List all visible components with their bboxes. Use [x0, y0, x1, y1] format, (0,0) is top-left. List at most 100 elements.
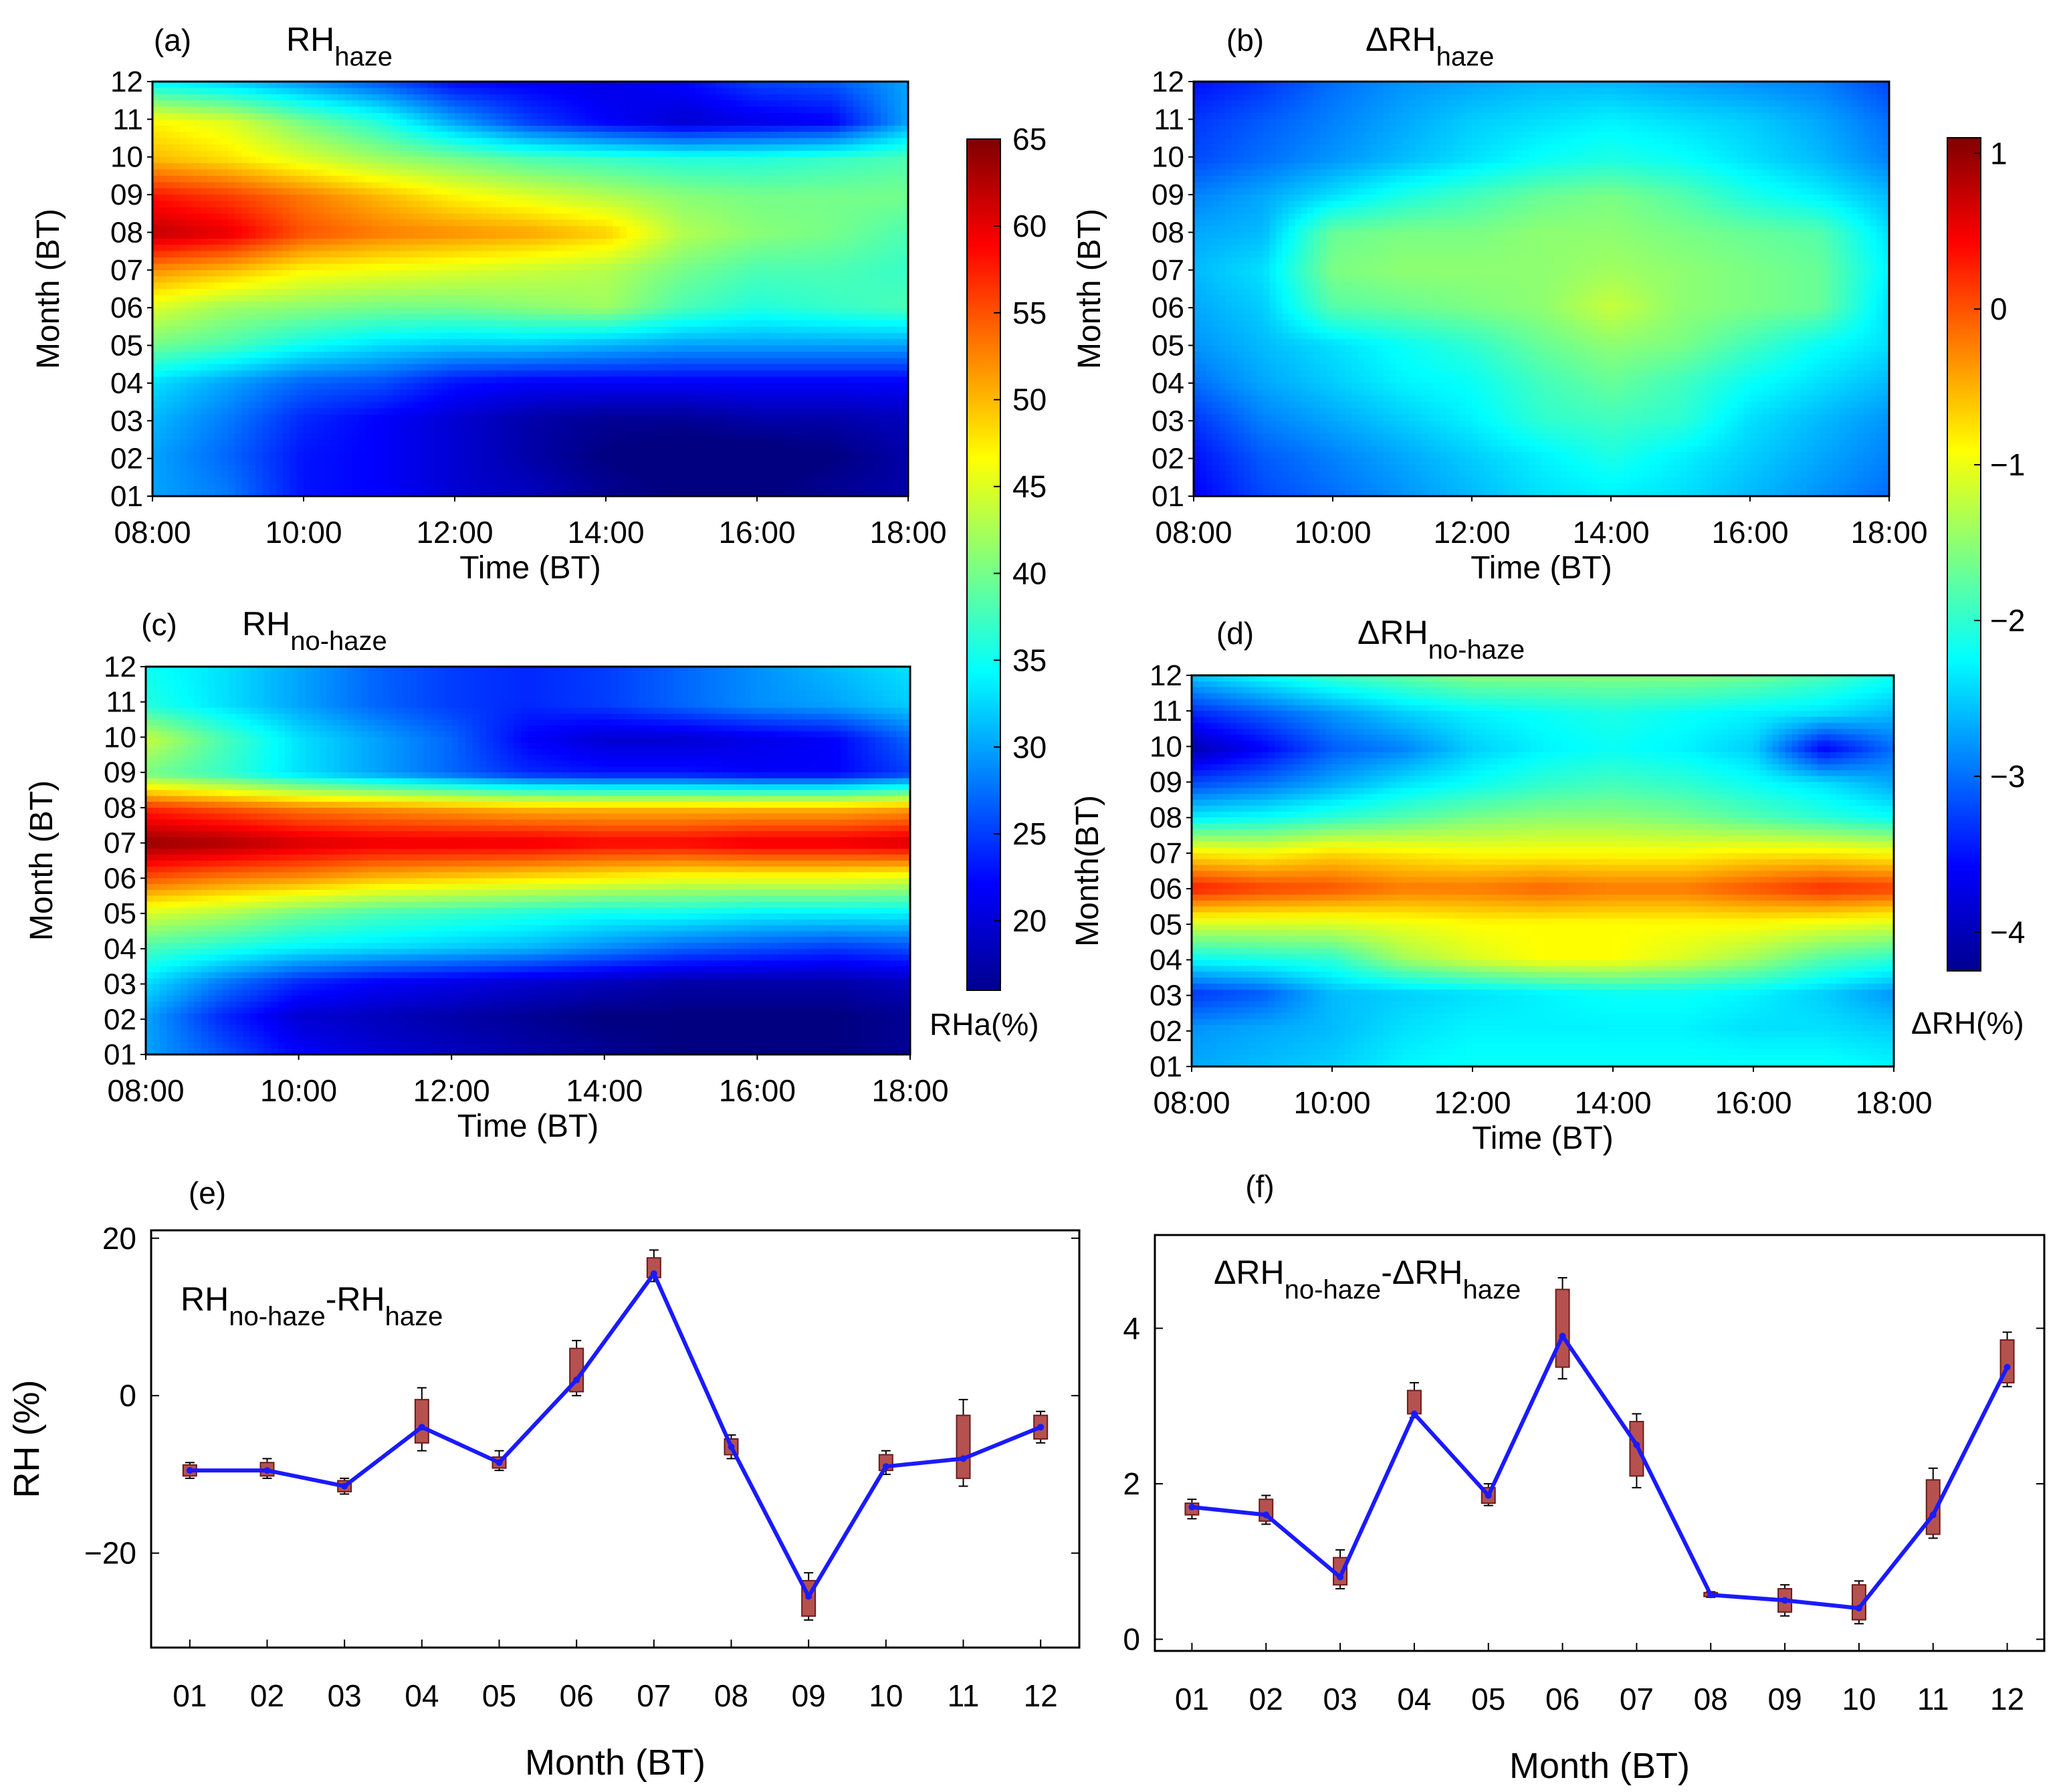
heatmap-cell	[413, 213, 421, 220]
heatmap-cell	[778, 232, 785, 239]
heatmap-cell	[564, 220, 572, 227]
heatmap-cell	[736, 132, 744, 138]
heatmap-cell	[455, 176, 462, 183]
heatmap-cell	[860, 88, 867, 94]
heatmap-cell	[551, 289, 558, 296]
heatmap-cell	[352, 270, 359, 277]
heatmap-cell	[276, 295, 284, 302]
heatmap-cell	[365, 163, 372, 170]
heatmap-cell	[413, 94, 421, 101]
heatmap-cell	[784, 182, 792, 189]
heatmap-cell	[716, 251, 723, 258]
heatmap-cell	[881, 220, 888, 227]
heatmap-cell	[784, 251, 792, 258]
heatmap-cell	[159, 276, 167, 283]
heatmap-cell	[152, 320, 160, 327]
heatmap-cell	[860, 119, 867, 126]
heatmap-cell	[839, 226, 847, 233]
heatmap-cell	[503, 94, 510, 101]
heatmap-cell	[427, 245, 435, 251]
heatmap-cell	[310, 314, 318, 321]
heatmap-cell	[778, 283, 785, 290]
heatmap-cell	[695, 220, 703, 227]
heatmap-cell	[757, 170, 764, 177]
heatmap-cell	[304, 245, 311, 251]
heatmap-cell	[860, 283, 867, 290]
heatmap-cell	[338, 232, 345, 239]
heatmap-cell	[894, 245, 901, 251]
heatmap-cell	[819, 270, 826, 277]
heatmap-cell	[434, 138, 441, 145]
heatmap-cell	[276, 100, 284, 107]
heatmap-cell	[606, 150, 613, 157]
heatmap-cell	[482, 201, 490, 207]
heatmap-cell	[510, 226, 517, 233]
heatmap-cell	[833, 176, 840, 183]
heatmap-cell	[847, 289, 854, 296]
heatmap-cell	[221, 276, 229, 283]
heatmap-cell	[173, 295, 181, 302]
heatmap-cell	[613, 263, 620, 270]
heatmap-cell	[592, 132, 599, 138]
heatmap-cell	[819, 283, 826, 290]
heatmap-cell	[338, 195, 345, 201]
heatmap-cell	[620, 113, 627, 120]
heatmap-cell	[393, 157, 401, 164]
heatmap-cell	[537, 170, 544, 177]
heatmap-cell	[894, 276, 901, 283]
heatmap-cell	[434, 245, 441, 251]
heatmap-cell	[173, 308, 181, 314]
heatmap-cell	[736, 107, 744, 114]
heatmap-cell	[695, 226, 703, 233]
heatmap-cell	[524, 239, 531, 245]
heatmap-cell	[812, 245, 819, 251]
heatmap-cell	[324, 239, 332, 245]
heatmap-cell	[228, 88, 235, 94]
heatmap-cell	[510, 150, 517, 157]
heatmap-cell	[372, 107, 380, 114]
heatmap-cell	[833, 263, 840, 270]
heatmap-cell	[407, 189, 414, 195]
heatmap-cell	[723, 251, 730, 258]
heatmap-cell	[475, 88, 483, 94]
heatmap-cell	[469, 88, 476, 94]
heatmap-cell	[667, 126, 675, 132]
heatmap-cell	[345, 201, 352, 207]
heatmap-cell	[434, 213, 441, 220]
heatmap-cell	[358, 157, 366, 164]
heatmap-cell	[345, 239, 352, 245]
heatmap-cell	[242, 251, 249, 258]
heatmap-cell	[887, 226, 895, 233]
heatmap-cell	[338, 289, 345, 296]
heatmap-cell	[867, 163, 874, 170]
heatmap-cell	[613, 213, 620, 220]
heatmap-cell	[194, 144, 201, 151]
heatmap-cell	[352, 245, 359, 251]
heatmap-cell	[482, 314, 490, 321]
heatmap-cell	[152, 100, 160, 107]
heatmap-cell	[516, 276, 524, 283]
heatmap-cell	[255, 88, 263, 94]
heatmap-cell	[228, 276, 235, 283]
heatmap-cell	[640, 257, 647, 264]
heatmap-cell	[661, 88, 668, 94]
heatmap-cell	[413, 170, 421, 177]
heatmap-cell	[847, 276, 854, 283]
heatmap-cell	[881, 195, 888, 201]
heatmap-cell	[833, 220, 840, 227]
heatmap-cell	[558, 226, 565, 233]
heatmap-cell	[606, 314, 613, 321]
heatmap-cell	[633, 94, 641, 101]
heatmap-cell	[695, 308, 703, 314]
heatmap-cell	[365, 138, 372, 145]
heatmap-cell	[558, 126, 565, 132]
heatmap-cell	[757, 289, 764, 296]
heatmap-cell	[805, 119, 812, 126]
heatmap-cell	[558, 88, 565, 94]
heatmap-cell	[194, 239, 201, 245]
heatmap-cell	[743, 220, 750, 227]
heatmap-cell	[750, 157, 758, 164]
heatmap-cell	[578, 289, 586, 296]
heatmap-cell	[654, 295, 661, 302]
heatmap-cell	[847, 138, 854, 145]
